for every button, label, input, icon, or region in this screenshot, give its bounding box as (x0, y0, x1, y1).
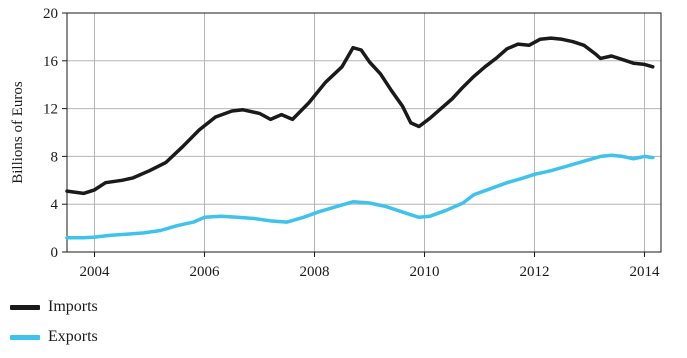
y-tick-label: 12 (43, 102, 58, 118)
legend-swatch-imports (10, 304, 40, 310)
plot-frame (66, 12, 662, 253)
legend-item-exports: Exports (10, 322, 98, 352)
x-tick-label: 2014 (630, 264, 661, 280)
grid (67, 12, 661, 253)
series-line-exports (65, 153, 655, 240)
line-chart: 2004 2006 2008 2010 2012 2014 0 4 8 12 16 20 Billi… (10, 6, 662, 280)
y-tick-label: 4 (51, 197, 59, 213)
series-lines (65, 36, 655, 240)
legend-label-imports: Imports (48, 298, 98, 315)
y-tick-label: 0 (51, 245, 59, 261)
y-tick-label: 8 (51, 149, 59, 165)
legend-item-imports: Imports (10, 292, 98, 322)
y-tick-label: 16 (43, 54, 59, 70)
x-axis: 2004 2006 2008 2010 2012 2014 (80, 252, 661, 280)
y-axis-title: Billions of Euros (10, 81, 26, 184)
legend-swatch-exports (10, 334, 40, 340)
x-tick-label: 2006 (190, 264, 221, 280)
x-tick-label: 2012 (520, 264, 550, 280)
x-tick-label: 2004 (80, 264, 111, 280)
legend-label-exports: Exports (48, 328, 98, 345)
y-axis: 0 4 8 12 16 20 (43, 6, 67, 261)
series-line-imports (65, 36, 655, 196)
y-tick-label: 20 (43, 6, 58, 22)
x-tick-label: 2008 (300, 264, 330, 280)
x-tick-label: 2010 (410, 264, 440, 280)
legend: Imports Exports (10, 292, 98, 352)
